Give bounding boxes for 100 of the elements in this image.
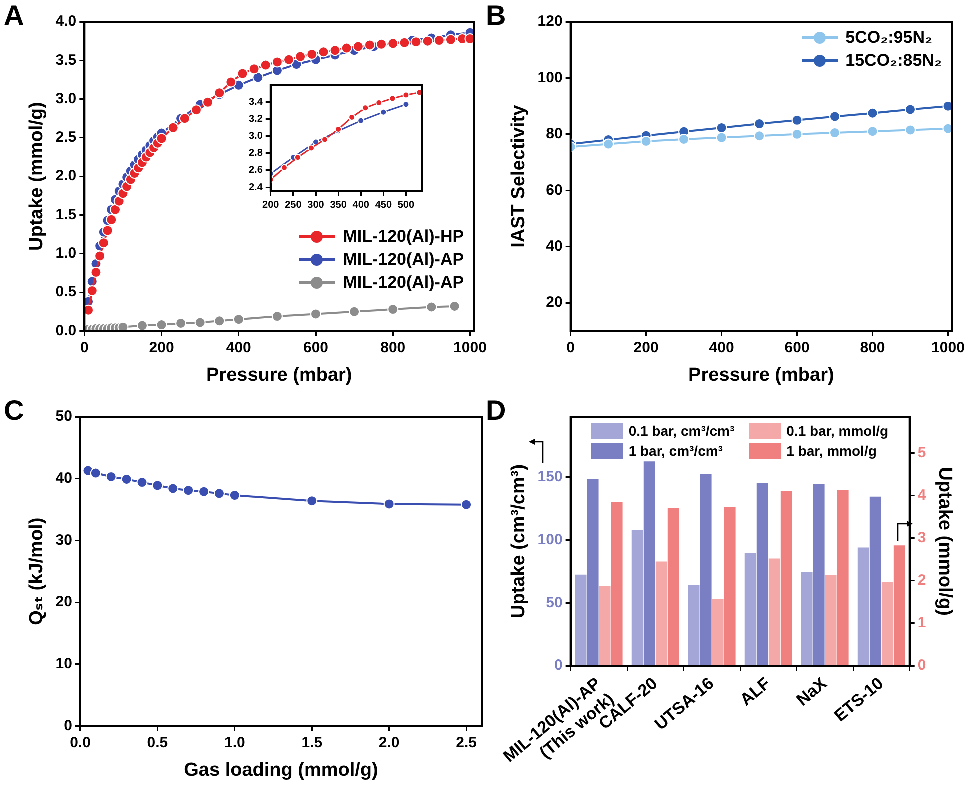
y-tick-label: 100 (538, 69, 563, 86)
y-tick-label: 2.4 (248, 182, 264, 194)
bar (700, 474, 712, 666)
point (330, 45, 341, 56)
point (248, 64, 260, 75)
x-axis-title: Pressure (mbar) (688, 364, 834, 386)
point (434, 35, 445, 46)
y-tick-label: 150 (538, 468, 563, 486)
x-tick-label: 400 (709, 339, 734, 356)
point (410, 36, 422, 48)
bar (688, 586, 700, 666)
x-tick-label: 2.5 (456, 734, 477, 752)
point (716, 132, 728, 144)
x-tick-label: 1000 (932, 339, 965, 356)
point (102, 225, 114, 236)
bar (587, 479, 599, 666)
bar (575, 574, 587, 666)
bar (813, 484, 825, 666)
point (156, 133, 168, 144)
point (295, 51, 306, 62)
point (754, 118, 766, 130)
legend-label: 0.1 bar, mmol/g (786, 423, 889, 439)
y2-tick-label: 5 (918, 444, 926, 462)
y-tick-label: 3.2 (248, 114, 264, 125)
x-tick-label: 800 (380, 339, 406, 356)
point (389, 95, 396, 102)
y-tick-label: 2.0 (56, 168, 77, 185)
y-tick-label: 50 (546, 594, 563, 612)
y-tick-label: 60 (546, 182, 563, 199)
point (183, 485, 194, 496)
point (445, 34, 456, 46)
point (310, 308, 322, 320)
point (194, 317, 206, 328)
x-tick-label: 400 (226, 339, 252, 356)
point (603, 138, 614, 150)
chart-title: C (4, 395, 24, 427)
x-tick-label: 250 (285, 200, 302, 211)
point (156, 320, 168, 331)
point (94, 250, 106, 262)
bar (780, 491, 792, 666)
point (176, 318, 187, 329)
x-tick-label: 200 (634, 339, 659, 356)
y-tick-label: 0.0 (56, 322, 77, 340)
point (754, 130, 766, 142)
chart-title: B (486, 0, 506, 32)
point (422, 36, 434, 47)
y-tick-label: 50 (56, 408, 72, 426)
x-tick-label: 500 (398, 200, 415, 211)
point (388, 304, 399, 316)
x-tick-label: 200 (262, 200, 280, 211)
point (349, 306, 360, 318)
bar (724, 507, 736, 666)
y-tick-label: 40 (56, 470, 72, 487)
y-tick-label: 30 (56, 532, 72, 549)
x-tick-label: 400 (352, 200, 370, 211)
point (792, 128, 803, 140)
point (226, 76, 237, 88)
x-tick-label: 300 (308, 200, 325, 211)
legend-label: MIL-120(Al)-AP (343, 273, 464, 294)
point (402, 92, 410, 99)
point (90, 468, 102, 479)
point (110, 204, 121, 216)
x-tick-label: 800 (860, 339, 886, 356)
legend-label: 0.1 bar, cm³/cm³ (628, 423, 735, 439)
y2-tick-label: 4 (918, 486, 927, 504)
point (867, 126, 878, 138)
y-tick-label: 1.0 (56, 245, 77, 262)
bar (858, 548, 870, 666)
point (294, 154, 302, 162)
point (106, 471, 117, 482)
bar (870, 496, 882, 666)
point (90, 266, 102, 278)
point (399, 37, 410, 48)
bar (744, 553, 756, 666)
y-tick-label: 0 (554, 657, 563, 674)
legend-label: MIL-120(Al)-HP (343, 227, 464, 248)
point (214, 316, 226, 327)
point (306, 48, 318, 60)
x-tick-label: 1000 (454, 339, 487, 356)
point (678, 134, 690, 145)
point (168, 122, 179, 134)
y-tick-label: 120 (538, 13, 563, 30)
point (198, 486, 210, 498)
point (318, 46, 330, 58)
point (364, 40, 376, 51)
bar (611, 502, 623, 666)
y-axis-title: Uptake (cm³/cm³) (508, 464, 530, 619)
y-tick-label: 0.5 (56, 284, 77, 301)
y-axis-title: IAST Selectivity (508, 104, 530, 248)
y-tick-label: 3.0 (56, 90, 77, 108)
legend-label: MIL-120(Al)-AP (343, 250, 464, 270)
x-tick-label: 0 (566, 339, 575, 356)
point (272, 56, 283, 68)
y-tick-label: 2.6 (248, 165, 264, 176)
y2-tick-label: 0 (918, 657, 926, 674)
y-tick-label: 20 (56, 594, 72, 611)
point (237, 68, 248, 80)
point (640, 136, 652, 147)
point (233, 314, 244, 326)
legend-label: 1 bar, cm³/cm³ (628, 443, 723, 459)
